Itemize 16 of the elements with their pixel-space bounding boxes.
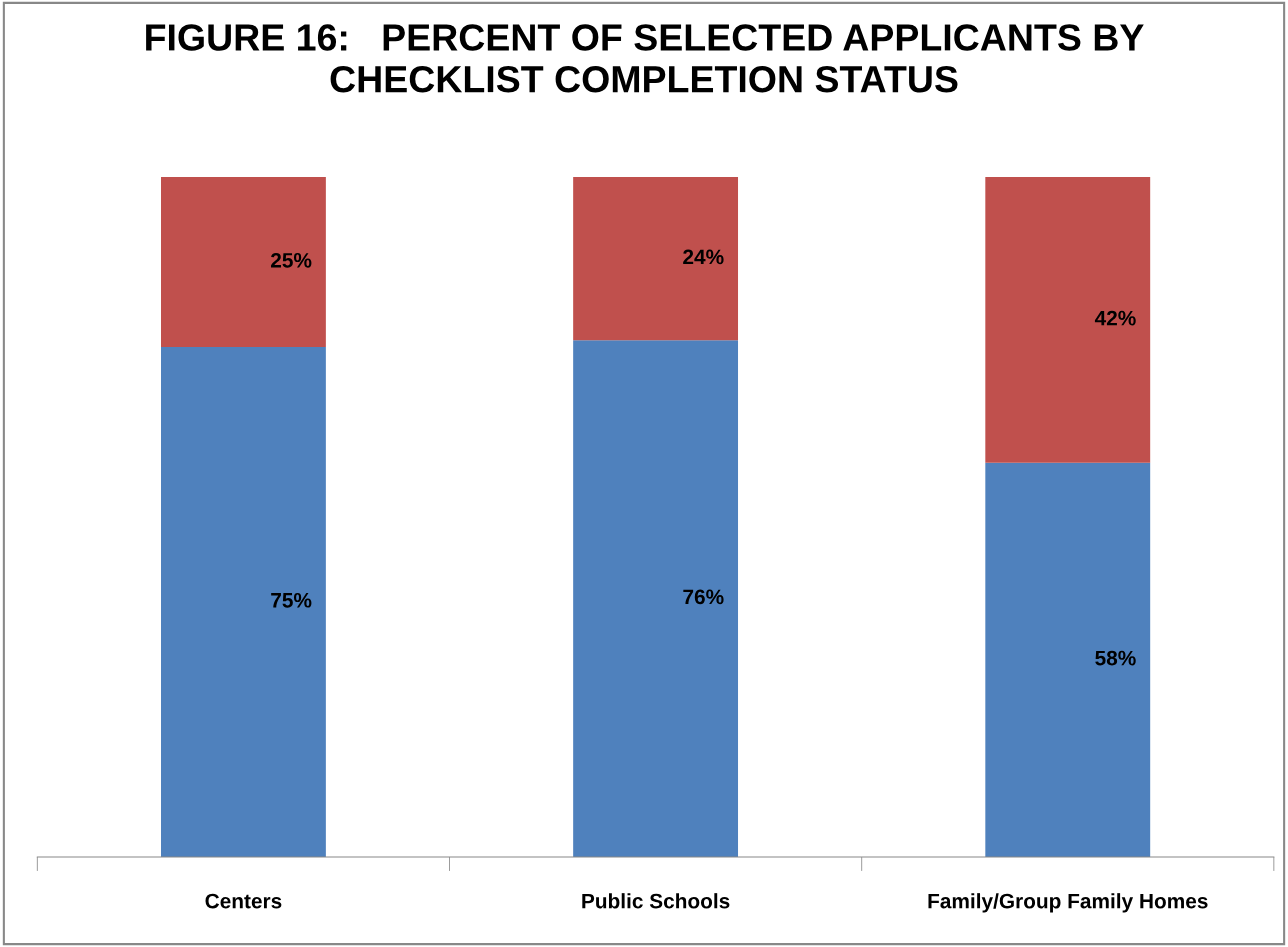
data-label: 76% [683,589,724,605]
data-label: 25% [271,252,312,268]
chart-title: FIGURE 16: PERCENT OF SELECTED APPLICANTS BY CHECKLIST COMPLETION STATUS [146,24,1144,93]
bar [573,340,739,858]
bar [985,462,1151,858]
bar [161,177,326,348]
x-tick-label: Centers [205,893,282,909]
bar [161,347,326,858]
data-label: 42% [1094,310,1136,326]
x-tick-label: Public Schools [582,893,730,909]
bar [985,177,1151,463]
bar [573,177,739,341]
data-label: 24% [683,249,724,265]
data-label: 58% [1095,650,1136,666]
x-tick-label: Family/Group Family Homes [928,893,1208,913]
data-label: 75% [271,592,312,608]
